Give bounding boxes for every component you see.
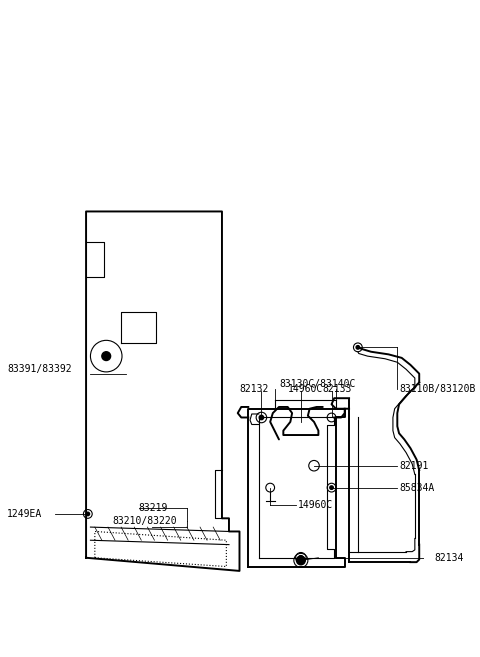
- Text: 83130C/83140C: 83130C/83140C: [279, 379, 355, 389]
- Circle shape: [259, 415, 264, 420]
- Text: 14960C: 14960C: [288, 384, 323, 394]
- Text: 83219: 83219: [139, 503, 168, 513]
- Text: 1249EA: 1249EA: [7, 509, 42, 519]
- Text: 14960C: 14960C: [298, 500, 334, 510]
- Circle shape: [297, 556, 305, 565]
- Text: 82134: 82134: [434, 553, 464, 563]
- Circle shape: [86, 512, 90, 516]
- Circle shape: [330, 486, 333, 489]
- Text: 82133: 82133: [323, 384, 352, 394]
- Text: 83110B/83120B: 83110B/83120B: [399, 384, 475, 394]
- Text: 85834A: 85834A: [399, 483, 434, 493]
- Circle shape: [102, 351, 110, 361]
- Text: 82191: 82191: [399, 461, 429, 470]
- Circle shape: [356, 346, 360, 349]
- Circle shape: [299, 556, 303, 560]
- Text: 83391/83392: 83391/83392: [7, 364, 72, 374]
- Text: 82132: 82132: [240, 384, 269, 394]
- Text: 83210/83220: 83210/83220: [112, 516, 177, 526]
